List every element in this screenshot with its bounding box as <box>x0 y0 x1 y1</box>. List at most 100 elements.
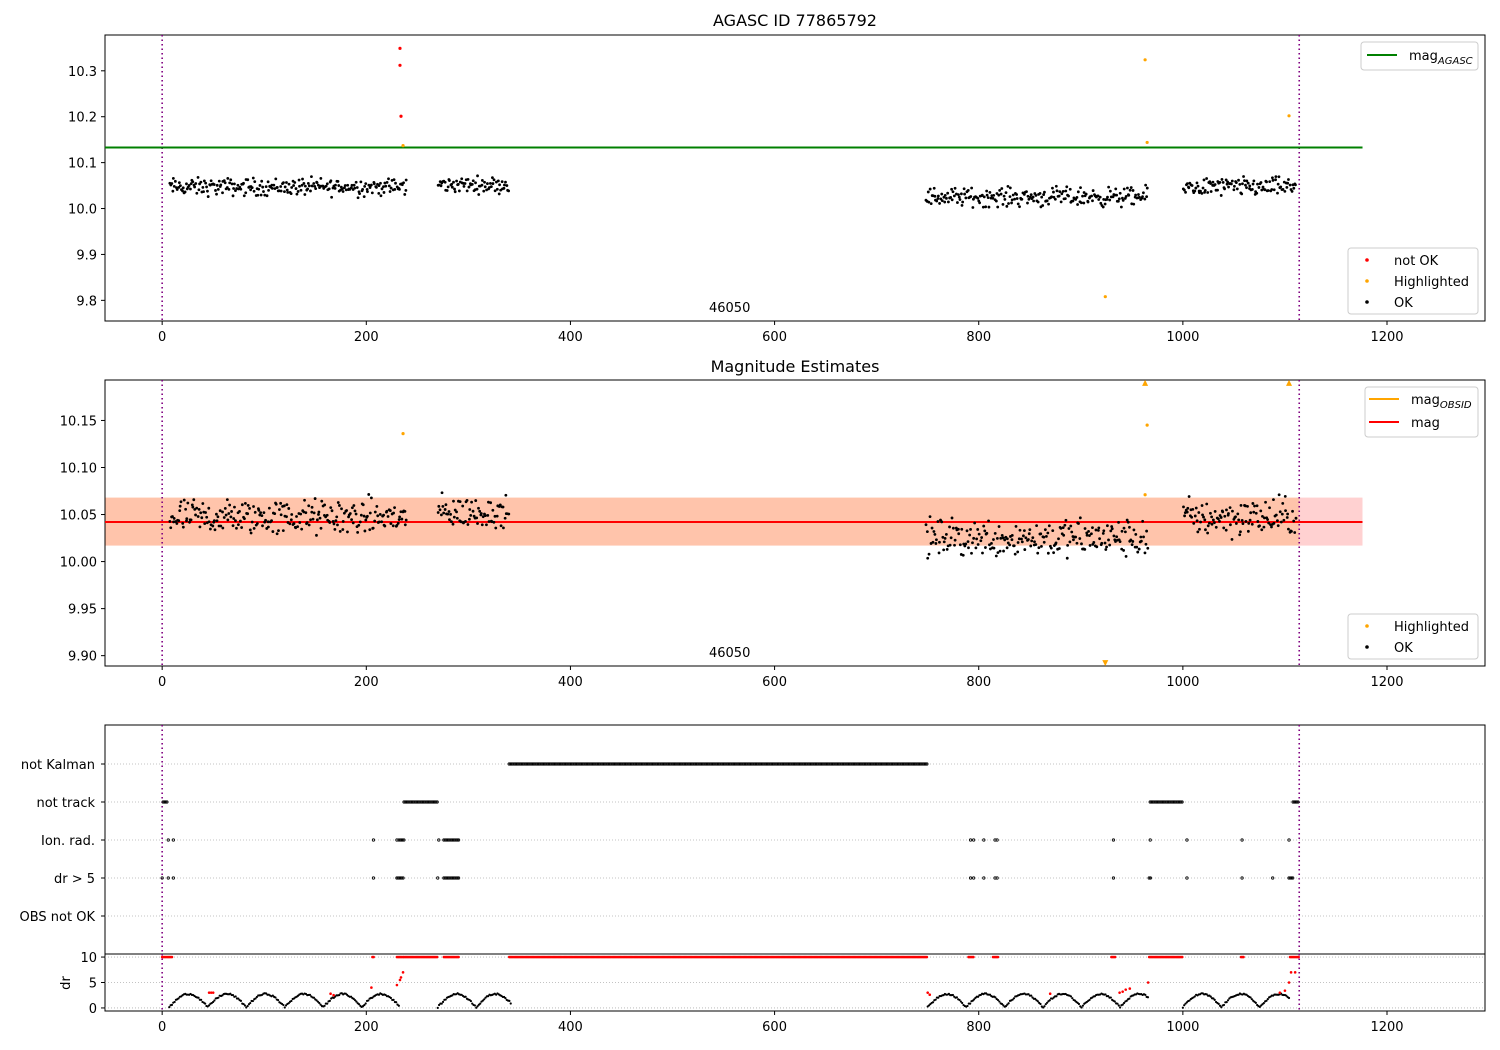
point-ok <box>471 509 475 513</box>
point-ok <box>1005 537 1009 541</box>
point-ok <box>240 503 244 507</box>
point-ok <box>1006 184 1010 188</box>
point-ok <box>1259 509 1263 513</box>
dr-point-ok <box>1030 994 1033 997</box>
point-ok <box>1033 540 1036 544</box>
point-ok <box>197 188 201 192</box>
point-ok <box>1134 532 1138 536</box>
dr-point-ok <box>197 996 200 999</box>
point-ok <box>234 519 237 523</box>
point-ok <box>1097 198 1101 201</box>
point-ok <box>354 512 358 516</box>
x-tick-label: 200 <box>354 1020 379 1035</box>
point-ok <box>957 193 960 197</box>
point-ok <box>365 187 369 191</box>
flag-point <box>982 838 986 842</box>
dr-point-ok <box>931 1001 935 1004</box>
point-ok <box>1287 527 1290 531</box>
point-ok <box>1130 543 1134 547</box>
point-ok <box>223 181 227 185</box>
point-ok <box>178 509 182 513</box>
point-ok <box>279 189 283 193</box>
point-ok <box>1091 199 1094 203</box>
dr-point-ok <box>473 1004 477 1007</box>
point-ok <box>1196 530 1200 534</box>
dr-point-ok <box>969 1002 972 1005</box>
point-ok <box>1192 521 1196 525</box>
point-ok <box>460 177 464 181</box>
point-ok <box>389 522 393 525</box>
point-ok <box>1057 194 1061 198</box>
flag-row-label: Ion. rad. <box>41 834 95 849</box>
point-ok <box>196 515 200 518</box>
point-ok <box>1118 191 1122 195</box>
point-ok <box>482 189 486 193</box>
point-ok <box>371 526 375 530</box>
point-ok <box>956 201 959 204</box>
point-ok <box>193 185 197 189</box>
point-ok <box>1200 504 1204 507</box>
point-ok <box>387 184 391 188</box>
point-ok <box>960 192 963 196</box>
point-ok <box>1074 535 1078 539</box>
point-ok <box>1144 542 1148 546</box>
point-ok <box>341 520 345 523</box>
dr-point-not-ok <box>372 955 375 959</box>
x-tick-label: 1000 <box>1166 1020 1199 1035</box>
point-ok <box>285 515 288 519</box>
point-ok <box>1146 546 1150 550</box>
point-ok <box>507 512 511 516</box>
point-ok <box>1018 528 1022 532</box>
point-ok <box>1285 185 1289 189</box>
point-ok <box>386 515 390 518</box>
point-ok <box>243 501 247 505</box>
dr-point-not-ok <box>1113 955 1117 959</box>
point-ok <box>353 509 357 513</box>
point-ok <box>206 195 210 198</box>
point-ok <box>181 189 184 193</box>
point-ok <box>1251 182 1255 186</box>
dr-point-ok <box>255 995 258 999</box>
point-ok <box>306 181 310 185</box>
point-ok <box>1272 498 1275 502</box>
point-ok <box>1255 504 1259 508</box>
flag-point <box>401 838 405 842</box>
point-highlighted <box>1103 295 1107 299</box>
dr-point-ok <box>287 1002 290 1005</box>
point-ok <box>338 529 342 533</box>
point-ok <box>363 529 367 533</box>
point-ok <box>325 513 329 517</box>
point-ok <box>328 521 332 524</box>
point-ok <box>1240 192 1244 196</box>
dr-point-ok <box>441 1000 445 1003</box>
dr-point-ok <box>1046 1001 1049 1004</box>
point-ok <box>932 186 936 190</box>
dr-point-ok <box>204 1002 207 1005</box>
x-tick-label: 1000 <box>1166 330 1199 345</box>
point-ok <box>337 184 341 187</box>
point-ok <box>1090 532 1093 536</box>
dr-point-ok <box>1011 998 1014 1001</box>
point-ok <box>971 206 975 209</box>
point-ok <box>940 520 944 524</box>
point-ok <box>457 189 461 193</box>
point-ok <box>327 187 331 191</box>
point-ok <box>215 519 219 523</box>
point-ok <box>1065 185 1069 189</box>
point-ok <box>1262 525 1266 529</box>
point-ok <box>440 491 444 495</box>
dr-point-ok <box>243 1004 247 1007</box>
point-ok <box>480 179 484 182</box>
dr-point-not-ok <box>1287 981 1291 984</box>
point-ok <box>389 186 393 190</box>
point-ok <box>960 527 964 531</box>
y-tick-label: 10 <box>80 951 97 966</box>
legend-label-mag: mag <box>1411 416 1440 431</box>
point-ok <box>1253 504 1256 508</box>
point-ok <box>1283 494 1287 498</box>
point-ok <box>1043 528 1047 532</box>
point-ok <box>950 516 954 520</box>
point-ok <box>983 529 987 533</box>
point-ok <box>451 522 455 526</box>
point-ok <box>926 190 930 194</box>
